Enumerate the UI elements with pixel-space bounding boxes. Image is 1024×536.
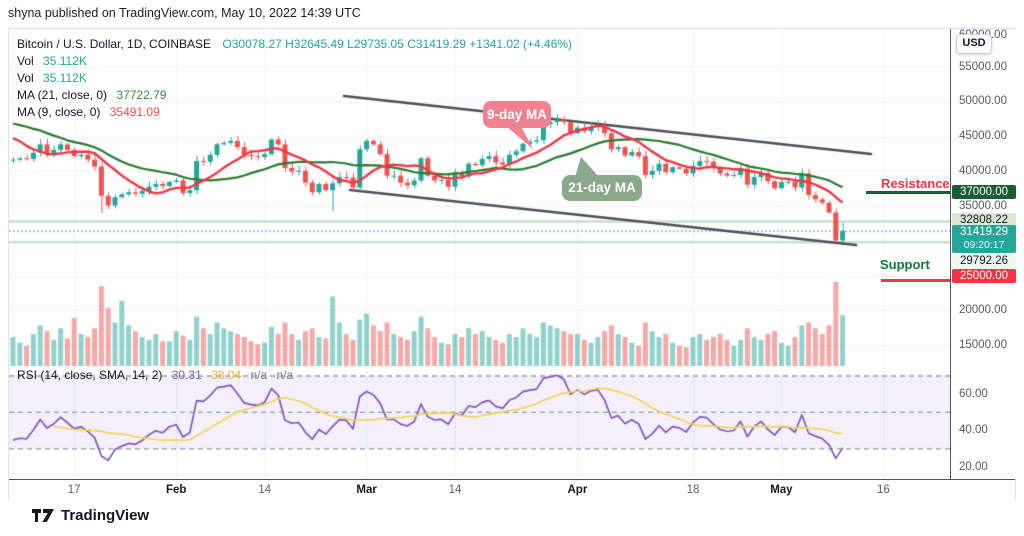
- symbol-title: Bitcoin / U.S. Dollar, 1D, COINBASE: [17, 37, 212, 51]
- time-tick-14: 14: [448, 484, 462, 496]
- price-badge-29792.26: 29792.26: [952, 254, 1016, 268]
- rsi-indicator-label: RSI (14, close, SMA, 14, 2): [17, 368, 163, 382]
- time-tick-16: 16: [876, 484, 890, 496]
- price-tick-15000: 15000.00: [959, 338, 1007, 351]
- vol2-indicator-label: Vol: [17, 71, 34, 85]
- price-badge-25000.00: 25000.00: [952, 268, 1016, 283]
- ma21-indicator-value: 37722.79: [116, 88, 167, 102]
- ma21-indicator-label: MA (21, close, 0): [17, 88, 108, 102]
- time-tick-Apr: Apr: [567, 484, 588, 496]
- price-tick-45000: 45000.00: [959, 130, 1007, 143]
- price-badge-31419.29: 31419.29 09:20:17: [952, 225, 1016, 254]
- time-tick-17: 17: [67, 484, 81, 496]
- rsi-tick-40: 40.00: [959, 424, 988, 437]
- ohlc-values: O30078.27 H32645.49 L29735.05 C31419.29 …: [222, 37, 573, 51]
- support-label: Support: [880, 257, 930, 272]
- time-tick-14: 14: [258, 484, 271, 496]
- support-line: [881, 279, 950, 282]
- rsi-sma-value: 38.04: [211, 368, 242, 382]
- vol2-indicator-value: 35.112K: [43, 71, 87, 85]
- price-tick-35000: 35000.00: [959, 199, 1007, 212]
- time-tick-Feb: Feb: [165, 484, 187, 496]
- resistance-label: Resistance: [881, 176, 950, 191]
- price-axis[interactable]: USD 60000.0055000.0050000.0045000.004000…: [950, 29, 1017, 479]
- vol-indicator-label: Vol: [17, 54, 34, 68]
- chart-widget: Bitcoin / U.S. Dollar, 1D, COINBASE O300…: [8, 28, 1017, 500]
- attribution-text: shyna published on TradingView.com, May …: [8, 6, 361, 20]
- rsi-tick-60: 60.00: [959, 387, 988, 400]
- time-tick-18: 18: [686, 484, 700, 496]
- ma9-indicator-label: MA (9, close, 0): [17, 105, 101, 119]
- time-tick-Mar: Mar: [356, 484, 377, 496]
- price-tick-40000: 40000.00: [959, 164, 1007, 177]
- rsi-legend: RSI (14, close, SMA, 14, 2) 30.31 38.04 …: [17, 368, 293, 382]
- price-tick-50000: 50000.00: [959, 95, 1007, 108]
- time-tick-May: May: [770, 484, 793, 496]
- ma9-indicator-value: 35491.09: [109, 105, 160, 119]
- rsi-na2: n/a: [276, 368, 294, 382]
- price-tick-20000: 20000.00: [959, 303, 1007, 316]
- countdown-timer: 09:20:17: [963, 239, 1005, 252]
- price-badge-32808.22: 32808.22: [952, 212, 1016, 227]
- chart-legend: Bitcoin / U.S. Dollar, 1D, COINBASE O300…: [17, 36, 572, 121]
- footer: TradingView: [32, 507, 149, 524]
- price-tick-55000: 55000.00: [959, 60, 1007, 73]
- price-badge-37000.00: 37000.00: [952, 185, 1016, 200]
- rsi-value: 30.31: [171, 368, 202, 382]
- time-axis[interactable]: 17 Feb 14 Mar 14 Apr 18 May 16: [9, 479, 1015, 500]
- tradingview-logo-icon[interactable]: [32, 508, 55, 523]
- rsi-tick-20: 20.00: [959, 460, 988, 473]
- ma9-callout-bubble: 9-day MA: [483, 101, 551, 128]
- chart-plot-area: Bitcoin / U.S. Dollar, 1D, COINBASE O300…: [9, 29, 950, 479]
- resistance-line: [866, 191, 950, 194]
- rsi-na1: n/a: [250, 368, 268, 382]
- chart-canvas[interactable]: [9, 29, 950, 479]
- ma21-callout-bubble: 21-day MA: [562, 175, 642, 201]
- vol-indicator-value: 35.112K: [43, 54, 87, 68]
- currency-button[interactable]: USD: [956, 34, 992, 54]
- tradingview-brand[interactable]: TradingView: [61, 507, 150, 524]
